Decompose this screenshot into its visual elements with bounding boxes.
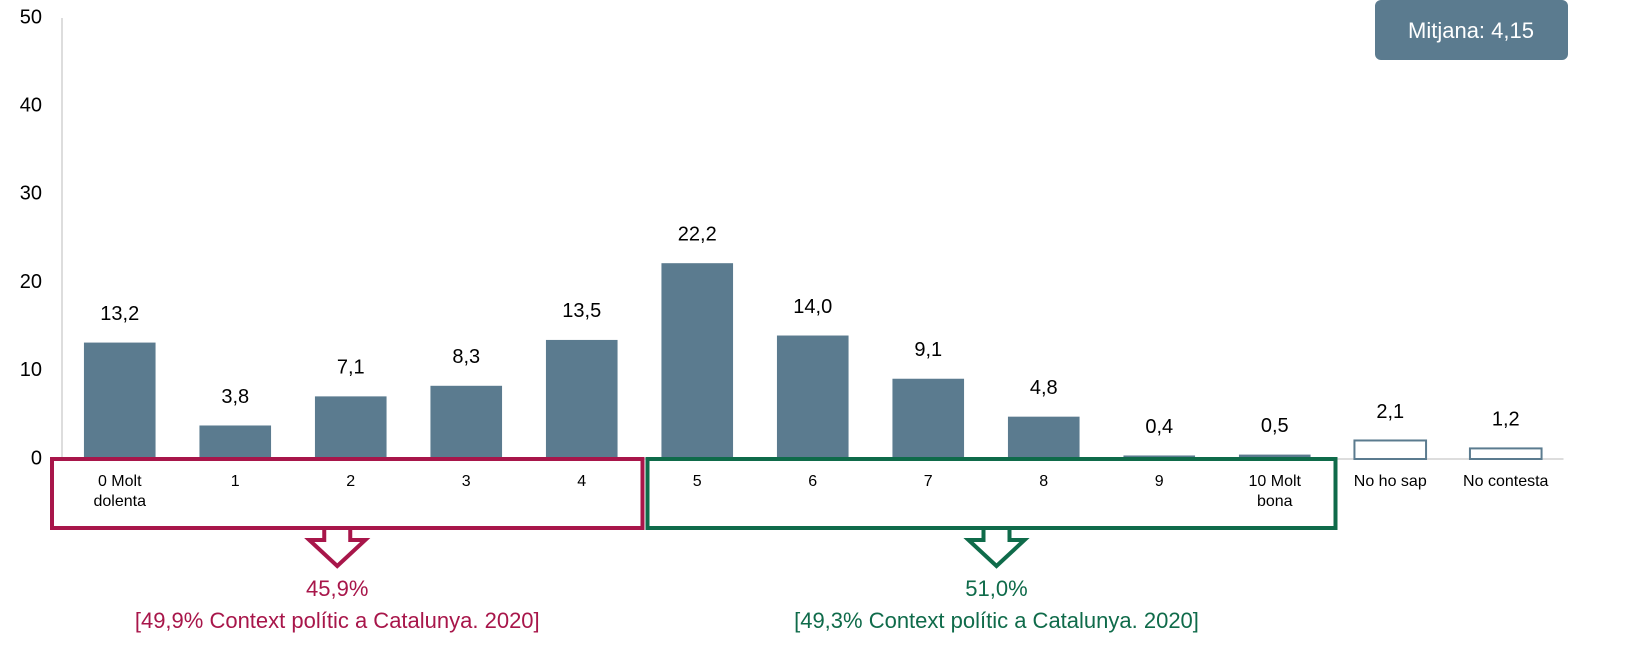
y-tick-label: 0 bbox=[31, 447, 42, 469]
value-label: 2,1 bbox=[1376, 401, 1404, 423]
bar bbox=[1468, 447, 1543, 460]
bar bbox=[1007, 416, 1080, 459]
value-label: 13,2 bbox=[100, 303, 139, 325]
x-tick-label: No contesta bbox=[1463, 473, 1548, 490]
value-label: 1,2 bbox=[1492, 409, 1520, 431]
bar bbox=[314, 396, 387, 459]
bar bbox=[892, 378, 965, 459]
x-tick-label: 1 bbox=[231, 473, 240, 490]
x-tick-label: 10 Molt bona bbox=[1249, 473, 1302, 510]
value-label: 7,1 bbox=[337, 357, 365, 379]
value-label: 9,1 bbox=[914, 339, 942, 361]
value-label: 14,0 bbox=[793, 296, 832, 318]
bar bbox=[776, 335, 849, 459]
value-label: 4,8 bbox=[1030, 377, 1058, 399]
x-tick-label: 2 bbox=[346, 473, 355, 490]
bar bbox=[430, 385, 503, 459]
mean-label: Mitjana: 4,15 bbox=[1408, 18, 1534, 43]
x-tick-label: 6 bbox=[808, 473, 817, 490]
group-arrow bbox=[304, 526, 371, 569]
bar bbox=[661, 263, 734, 459]
value-label: 22,2 bbox=[678, 223, 717, 245]
group-note: [49,9% Context polític a Catalunya. 2020… bbox=[135, 608, 540, 633]
mean-box bbox=[1375, 0, 1568, 60]
bar bbox=[199, 425, 272, 459]
group-label: 45,9% bbox=[306, 576, 368, 601]
x-tick-label: No ho sap bbox=[1354, 473, 1427, 490]
x-tick-label: 3 bbox=[462, 473, 471, 490]
bar bbox=[545, 339, 618, 459]
bar bbox=[1353, 439, 1428, 460]
y-tick-label: 40 bbox=[20, 94, 42, 116]
group-label: 51,0% bbox=[965, 576, 1027, 601]
x-tick-label: 0 Molt dolenta bbox=[94, 473, 147, 510]
bar bbox=[1238, 454, 1311, 459]
y-tick-label: 10 bbox=[20, 359, 42, 381]
y-tick-label: 20 bbox=[20, 271, 42, 293]
group-note: [49,3% Context polític a Catalunya. 2020… bbox=[794, 608, 1199, 633]
value-label: 8,3 bbox=[452, 346, 480, 368]
x-tick-label: 9 bbox=[1155, 473, 1164, 490]
value-label: 13,5 bbox=[562, 300, 601, 322]
bar bbox=[83, 342, 156, 459]
x-tick-label: 7 bbox=[924, 473, 933, 490]
value-label: 0,4 bbox=[1145, 416, 1173, 438]
y-tick-label: 30 bbox=[20, 183, 42, 205]
y-tick-label: 50 bbox=[20, 6, 42, 28]
group-arrow bbox=[963, 526, 1030, 569]
value-label: 0,5 bbox=[1261, 415, 1289, 437]
x-tick-label: 8 bbox=[1039, 473, 1048, 490]
value-label: 3,8 bbox=[221, 386, 249, 408]
x-tick-label: 5 bbox=[693, 473, 702, 490]
group-bracket bbox=[645, 457, 1338, 530]
x-tick-label: 4 bbox=[577, 473, 586, 490]
